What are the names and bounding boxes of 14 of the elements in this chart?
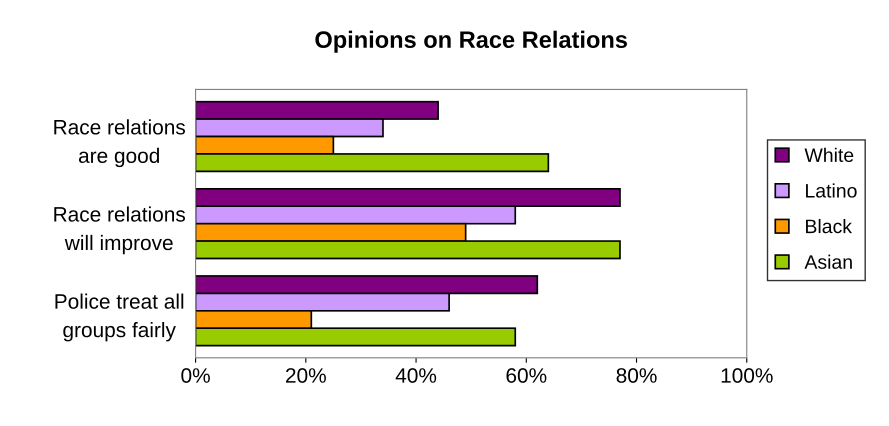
legend-label: Asian xyxy=(804,254,852,269)
y-tick-label: Race relations will improve xyxy=(54,206,186,254)
x-tick-label: 40% xyxy=(396,368,436,383)
legend-label: White xyxy=(804,148,854,162)
legend-label: Latino xyxy=(806,183,857,198)
y-tick-label: Police treat all groups fairly xyxy=(55,294,184,342)
x-tick-label: 100% xyxy=(722,368,773,383)
x-tick-label: 0% xyxy=(181,368,210,383)
x-tick-label: 20% xyxy=(286,368,326,383)
x-tick-label: 60% xyxy=(506,368,546,383)
chart-title: Opinions on Race Relations xyxy=(315,30,627,53)
y-tick-label: Race relations are good xyxy=(54,119,186,168)
legend-label: Black xyxy=(806,218,852,234)
x-tick-label: 80% xyxy=(616,368,657,383)
